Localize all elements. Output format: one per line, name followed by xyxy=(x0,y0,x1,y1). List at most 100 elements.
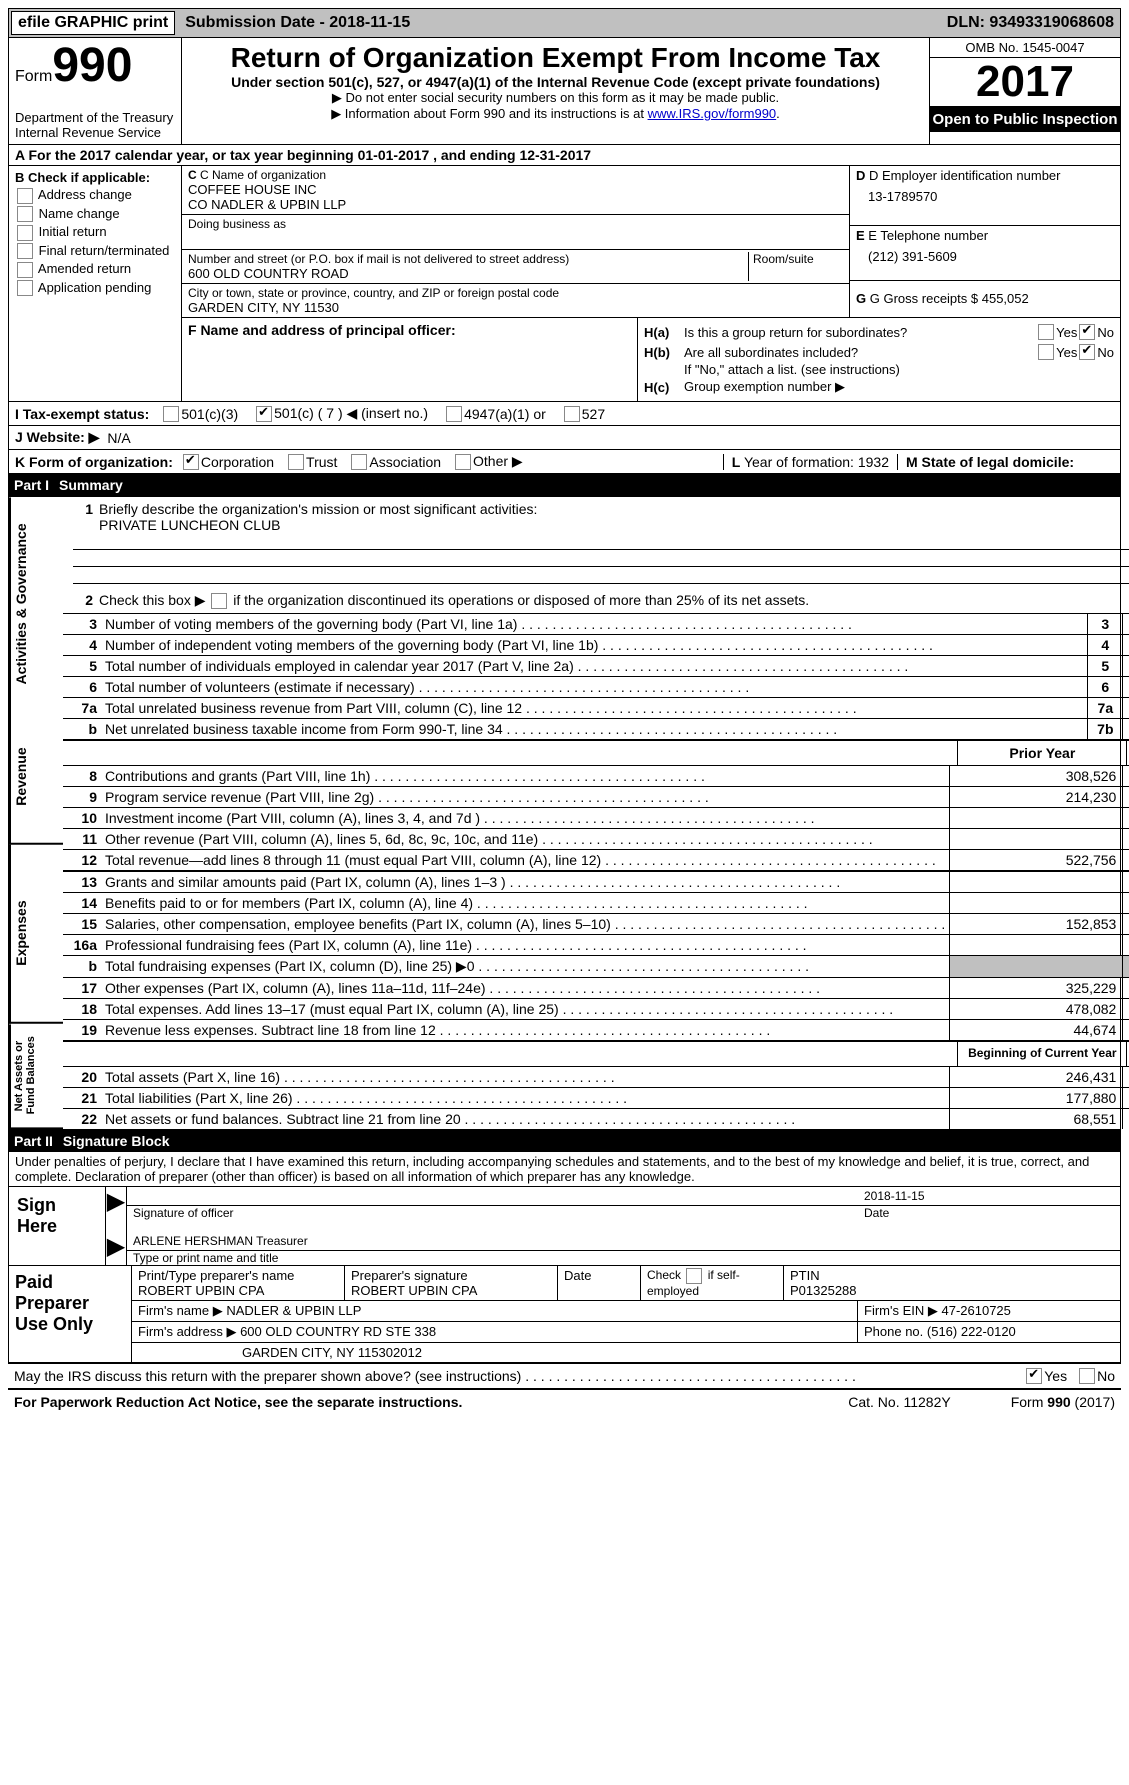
form-title: Return of Organization Exempt From Incom… xyxy=(188,42,923,74)
begin-year-header: Beginning of Current Year xyxy=(957,1042,1126,1066)
sig-date: 2018-11-15 xyxy=(864,1189,1114,1203)
cb-discuss-yes[interactable] xyxy=(1026,1368,1042,1384)
table-row: 12 Total revenue—add lines 8 through 11 … xyxy=(63,849,1129,870)
side-governance: Activities & Governance xyxy=(9,497,63,710)
cb-trust[interactable] xyxy=(288,454,304,470)
table-row: 8 Contributions and grants (Part VIII, l… xyxy=(63,765,1129,786)
table-row: 6 Total number of volunteers (estimate i… xyxy=(63,676,1129,697)
form-header: Form 990 Department of the Treasury Inte… xyxy=(8,38,1121,145)
table-row: b Net unrelated business taxable income … xyxy=(63,718,1129,739)
line2: Check this box ▶ if the organization dis… xyxy=(99,592,809,609)
hb-no-cb[interactable] xyxy=(1079,344,1095,360)
table-row: 9 Program service revenue (Part VIII, li… xyxy=(63,786,1129,807)
side-expenses: Expenses xyxy=(9,845,63,1024)
efile-button[interactable]: efile GRAPHIC print xyxy=(11,11,175,35)
form-note2: ▶ Information about Form 990 and its ins… xyxy=(188,106,923,122)
paperwork-notice: For Paperwork Reduction Act Notice, see … xyxy=(14,1394,848,1410)
year-formation: 1932 xyxy=(858,454,889,470)
firm-phone-value: (516) 222-0120 xyxy=(927,1324,1016,1339)
cb-discontinued[interactable] xyxy=(211,593,227,609)
dln: DLN: 93493319068608 xyxy=(947,14,1120,32)
cb-name-change[interactable]: Name change xyxy=(15,206,175,223)
city-label: City or town, state or province, country… xyxy=(188,286,843,300)
ein-label: D D Employer identification number xyxy=(856,168,1114,183)
cb-501c[interactable] xyxy=(256,406,272,422)
tax-year: 2017 xyxy=(930,58,1120,107)
table-row: 18 Total expenses. Add lines 13–17 (must… xyxy=(63,998,1129,1019)
hc-label: Group exemption number ▶ xyxy=(684,379,845,395)
ha-yes-cb[interactable] xyxy=(1038,324,1054,340)
firm-phone-label: Phone no. xyxy=(864,1324,927,1339)
gross-value: 455,052 xyxy=(982,291,1029,306)
cb-527[interactable] xyxy=(564,406,580,422)
irs-link[interactable]: www.IRS.gov/form990 xyxy=(648,106,777,121)
prep-print-value: ROBERT UPBIN CPA xyxy=(138,1283,338,1298)
firm-addr-value: 600 OLD COUNTRY RD STE 338 xyxy=(240,1324,436,1339)
firm-label: Firm's name ▶ xyxy=(138,1303,226,1318)
website-value: N/A xyxy=(107,430,130,446)
ein-value2: 47-2610725 xyxy=(941,1303,1010,1318)
prep-date-label: Date xyxy=(558,1266,641,1300)
state-domicile-label: M State of legal domicile: xyxy=(906,454,1074,470)
phone-value: (212) 391-5609 xyxy=(856,243,1114,264)
cb-corp[interactable] xyxy=(183,454,199,470)
cb-4947[interactable] xyxy=(446,406,462,422)
cb-amended[interactable]: Amended return xyxy=(15,261,175,278)
ptin-value: P01325288 xyxy=(790,1283,1114,1298)
cb-501c3[interactable] xyxy=(163,406,179,422)
table-row: 7a Total unrelated business revenue from… xyxy=(63,697,1129,718)
omb-number: OMB No. 1545-0047 xyxy=(930,38,1120,58)
cb-address-change[interactable]: Address change xyxy=(15,187,175,204)
cb-final-return[interactable]: Final return/terminated xyxy=(15,243,175,260)
ha-question: Is this a group return for subordinates? xyxy=(684,325,1036,340)
header-center: Return of Organization Exempt From Incom… xyxy=(182,38,929,144)
table-row: 4 Number of independent voting members o… xyxy=(63,634,1129,655)
prep-sig-value: ROBERT UPBIN CPA xyxy=(351,1283,551,1298)
table-row: 22 Net assets or fund balances. Subtract… xyxy=(63,1108,1129,1129)
ein-value: 13-1789570 xyxy=(856,183,1114,204)
ptin-label: PTIN xyxy=(790,1268,1114,1283)
line1-label: Briefly describe the organization's miss… xyxy=(99,501,537,517)
table-row: 17 Other expenses (Part IX, column (A), … xyxy=(63,977,1129,998)
officer-cell: F Name and address of principal officer: xyxy=(182,318,638,401)
table-row: 15 Salaries, other compensation, employe… xyxy=(63,913,1129,934)
side-revenue: Revenue xyxy=(9,710,63,845)
row-k: K Form of organization: Corporation Trus… xyxy=(9,449,1120,473)
hb-question: Are all subordinates included? xyxy=(684,345,1036,360)
cb-initial-return[interactable]: Initial return xyxy=(15,224,175,241)
form-footer: Form 990 (2017) xyxy=(1011,1394,1115,1410)
table-row: b Total fundraising expenses (Part IX, c… xyxy=(63,955,1129,977)
cb-assoc[interactable] xyxy=(351,454,367,470)
prep-sig-label: Preparer's signature xyxy=(351,1268,551,1283)
part1-header: Part I Summary xyxy=(8,474,1121,496)
table-row: 20 Total assets (Part X, line 16) 246,43… xyxy=(63,1066,1129,1087)
firm-addr-label: Firm's address ▶ xyxy=(138,1324,240,1339)
cb-application-pending[interactable]: Application pending xyxy=(15,280,175,297)
org-name2: CO NADLER & UPBIN LLP xyxy=(188,197,843,212)
paid-preparer-label: Paid Preparer Use Only xyxy=(9,1266,131,1362)
firm-addr2-value: GARDEN CITY, NY 115302012 xyxy=(132,1343,1120,1362)
dba-label: Doing business as xyxy=(188,217,843,231)
cb-self-employed[interactable] xyxy=(686,1268,702,1284)
cat-number: Cat. No. 11282Y xyxy=(848,1394,950,1410)
table-row: 19 Revenue less expenses. Subtract line … xyxy=(63,1019,1129,1040)
line1-value: PRIVATE LUNCHEON CLUB xyxy=(69,517,1129,533)
cb-other[interactable] xyxy=(455,454,471,470)
table-row: 5 Total number of individuals employed i… xyxy=(63,655,1129,676)
row-a: A For the 2017 calendar year, or tax yea… xyxy=(9,145,1120,166)
table-row: 3 Number of voting members of the govern… xyxy=(63,613,1129,634)
part2-header: Part II Signature Block xyxy=(8,1130,1121,1152)
hb-yes-cb[interactable] xyxy=(1038,344,1054,360)
ha-no-cb[interactable] xyxy=(1079,324,1095,340)
header-left: Form 990 Department of the Treasury Inte… xyxy=(9,38,182,144)
table-row: 10 Investment income (Part VIII, column … xyxy=(63,807,1129,828)
org-name1: COFFEE HOUSE INC xyxy=(188,182,843,197)
sig-date-label: Date xyxy=(864,1206,1114,1220)
table-row: 14 Benefits paid to or for members (Part… xyxy=(63,892,1129,913)
perjury-text: Under penalties of perjury, I declare th… xyxy=(8,1152,1121,1186)
cb-discuss-no[interactable] xyxy=(1079,1368,1095,1384)
city-value: GARDEN CITY, NY 11530 xyxy=(188,300,843,315)
officer-name: ARLENE HERSHMAN Treasurer xyxy=(133,1234,308,1248)
dept-label: Department of the Treasury xyxy=(15,110,175,125)
table-row: 11 Other revenue (Part VIII, column (A),… xyxy=(63,828,1129,849)
